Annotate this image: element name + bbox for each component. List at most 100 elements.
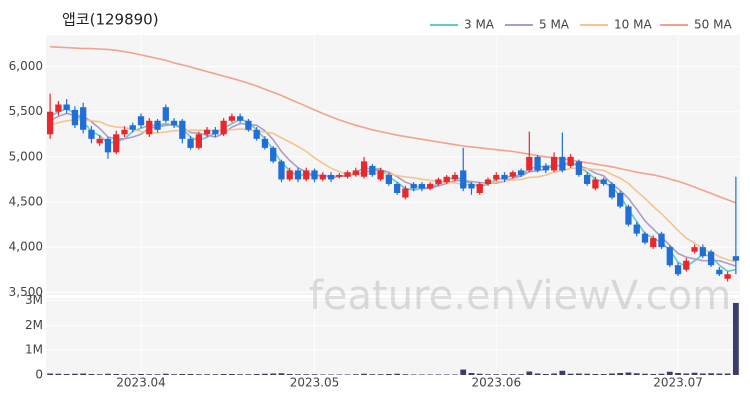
volume-bar: [394, 373, 401, 375]
volume-bar: [633, 373, 640, 375]
y-tick-label: 0: [35, 368, 43, 382]
legend-label: 3 MA: [464, 18, 495, 32]
candle-body: [228, 116, 236, 121]
candle-body: [567, 156, 574, 166]
volume-bar: [352, 374, 359, 375]
volume-bar: [501, 374, 508, 375]
candle-body: [303, 170, 310, 180]
candle-body: [104, 138, 112, 153]
volume-bar: [253, 374, 260, 375]
volume-bar: [493, 374, 500, 375]
watermark: feature.enViewV.com: [309, 273, 731, 319]
candle-body: [476, 183, 483, 193]
candle-body: [253, 129, 260, 139]
candle-body: [484, 179, 492, 184]
candle-body: [468, 183, 475, 189]
volume-bar: [385, 374, 392, 375]
volume-bar: [344, 374, 351, 376]
candle-body: [377, 170, 384, 180]
candle-body: [96, 138, 103, 144]
volume-bar: [212, 374, 219, 375]
candle-body: [385, 174, 393, 184]
candle-body: [129, 125, 136, 130]
y-tick-label: 5,000: [9, 149, 43, 163]
volume-bar: [509, 374, 516, 375]
volume-bar: [683, 373, 690, 375]
candle-body: [212, 129, 219, 135]
volume-bar: [270, 373, 277, 375]
candle-body: [666, 247, 673, 266]
candle-body: [650, 238, 657, 248]
volume-bar: [699, 373, 706, 375]
volume-bar: [72, 373, 78, 375]
volume-bar: [319, 374, 326, 376]
volume-bar: [138, 374, 144, 375]
x-tick-label: 2023.05: [290, 376, 340, 390]
candle-body: [179, 120, 186, 139]
volume-bar: [245, 374, 252, 375]
candle-body: [608, 183, 616, 198]
volume-bar: [295, 374, 301, 375]
candle-body: [261, 138, 269, 148]
x-tick-label: 2023.06: [471, 376, 521, 390]
candle-body: [435, 179, 442, 184]
ma-line: [50, 45, 737, 204]
volume-bar: [609, 373, 615, 375]
volume-bar: [55, 373, 62, 375]
y-tick-label: 5,500: [9, 104, 43, 118]
candle-body: [575, 161, 583, 175]
volume-bar: [162, 373, 169, 375]
candle-body: [443, 176, 450, 183]
candle-body: [170, 120, 178, 126]
candle-body: [584, 174, 591, 184]
y-tick-label: 4,000: [9, 240, 43, 254]
volume-bar: [129, 374, 136, 375]
legend-label: 10 MA: [614, 18, 652, 32]
candle-body: [724, 274, 731, 279]
y-tick-label: 2M: [25, 318, 43, 332]
volume-bar: [443, 374, 450, 376]
candle-body: [88, 129, 95, 139]
candle-body: [237, 116, 244, 121]
candle-body: [559, 156, 566, 171]
volume-bar: [204, 374, 210, 375]
candle-body: [550, 156, 558, 171]
volume-bar: [650, 374, 657, 375]
candle-body: [410, 183, 417, 189]
volume-bar: [600, 374, 607, 375]
candle-body: [187, 138, 194, 148]
volume-bar: [47, 373, 54, 375]
candle-body: [220, 120, 227, 135]
candle-body: [600, 179, 607, 184]
volume-bar: [311, 374, 318, 375]
candle-body: [534, 156, 541, 171]
candle-body: [517, 170, 525, 175]
volume-bar: [675, 373, 681, 375]
volume-bar: [584, 373, 591, 375]
candle-body: [592, 179, 599, 189]
volume-bar: [518, 374, 524, 375]
candle-body: [658, 233, 665, 248]
candle-body: [327, 174, 335, 180]
volume-bar: [732, 302, 739, 375]
candle-body: [203, 129, 211, 135]
candle-body: [162, 107, 169, 121]
candle-body: [311, 170, 318, 180]
candle-body: [402, 188, 409, 198]
volume-pane: [46, 298, 740, 375]
volume-bar: [278, 373, 285, 375]
candle-body: [71, 109, 79, 126]
legend-label: 50 MA: [694, 18, 732, 32]
candle-body: [526, 156, 533, 171]
candle-body: [460, 170, 467, 189]
candle-body: [641, 233, 649, 243]
candle-body: [699, 247, 706, 257]
candle-body: [451, 174, 459, 180]
y-tick-label: 3M: [25, 293, 43, 307]
x-tick-label: 2023.07: [653, 376, 703, 390]
candle-body: [352, 170, 359, 175]
candle-body: [493, 174, 500, 180]
volume-bar: [105, 373, 111, 375]
volume-bar: [63, 374, 70, 375]
